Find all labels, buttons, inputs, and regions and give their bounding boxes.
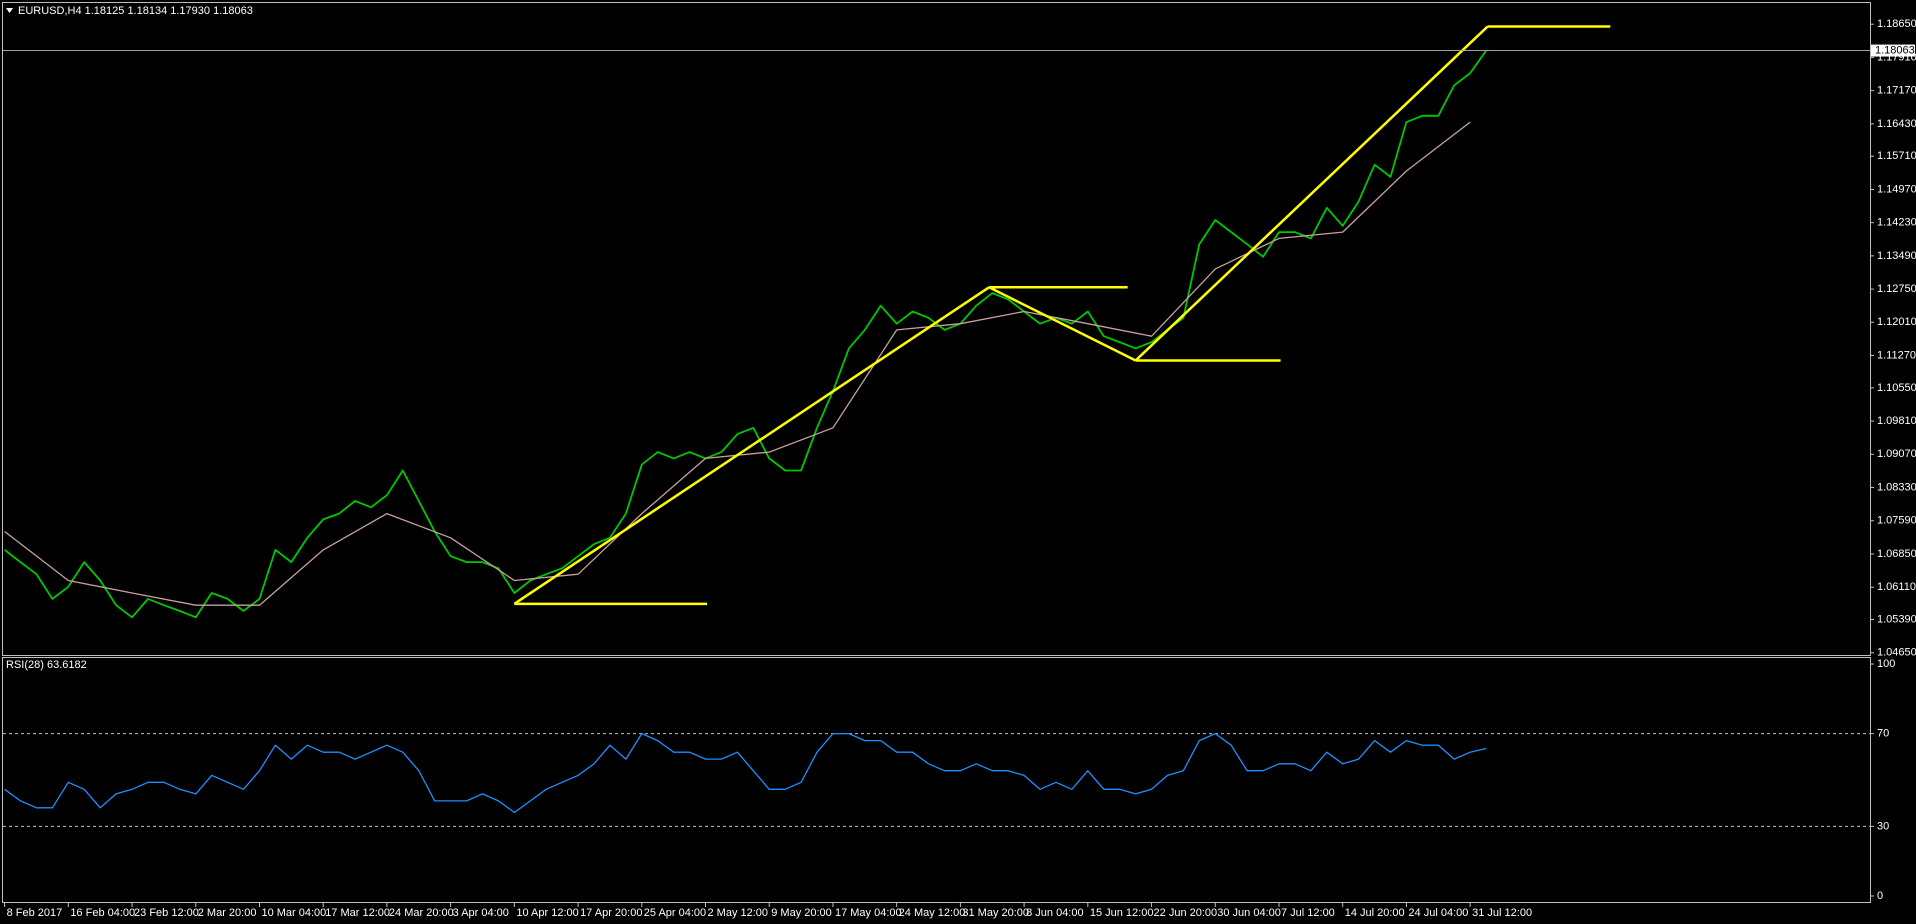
- x-tick-label: 31 Jul 12:00: [1472, 907, 1532, 919]
- y-tick-label: 1.12750: [1877, 283, 1916, 295]
- trend-line: [1134, 25, 1489, 362]
- panel-title: RSI(28) 63.6182: [6, 659, 87, 671]
- y-tick-label: 1.14970: [1877, 183, 1916, 195]
- y-tick-label: 1.18650: [1877, 18, 1916, 30]
- x-tick-label: 7 Jul 12:00: [1281, 907, 1335, 919]
- y-tick-label: 1.14230: [1877, 217, 1916, 229]
- last-price-box: [1871, 44, 1915, 57]
- x-tick-label: 2 Mar 20:00: [198, 907, 257, 919]
- series-line: [4, 732, 1487, 814]
- x-tick-label: 16 Feb 04:00: [70, 907, 135, 919]
- y-tick-label: 1.08330: [1877, 481, 1916, 493]
- y-tick-label: 1.09070: [1877, 448, 1916, 460]
- menu-triangle[interactable]: [6, 8, 13, 13]
- y-tick-label: 1.16430: [1877, 118, 1916, 130]
- x-tick-label: 25 Apr 04:00: [644, 907, 706, 919]
- x-tick-label: 17 Apr 20:00: [580, 907, 642, 919]
- x-tick-label: 10 Mar 04:00: [261, 907, 326, 919]
- x-tick-label: 8 Jun 04:00: [1026, 907, 1084, 919]
- x-tick-label: 30 Jun 04:00: [1217, 907, 1281, 919]
- x-tick-label: 24 Mar 20:00: [389, 907, 454, 919]
- y-tick-label: 1.09810: [1877, 415, 1916, 427]
- y-tick-label: 30: [1877, 820, 1889, 832]
- x-tick-label: 24 May 12:00: [899, 907, 966, 919]
- x-tick-label: 31 May 20:00: [962, 907, 1029, 919]
- y-tick-label: 1.05390: [1877, 613, 1916, 625]
- y-tick-label: 1.06110: [1877, 581, 1916, 593]
- x-tick-label: 2 May 12:00: [708, 907, 769, 919]
- panel-title: EURUSD,H4 1.18125 1.18134 1.17930 1.1806…: [18, 5, 253, 17]
- last-price-label: 1.18063: [1875, 44, 1915, 56]
- x-tick-label: 15 Jun 12:00: [1090, 907, 1154, 919]
- x-tick-label: 3 Apr 04:00: [453, 907, 509, 919]
- y-tick-label: 1.07590: [1877, 515, 1916, 527]
- y-tick-label: 70: [1877, 728, 1889, 740]
- y-tick-label: 100: [1877, 658, 1895, 670]
- x-tick-label: 10 Apr 12:00: [516, 907, 578, 919]
- x-tick-label: 17 May 04:00: [835, 907, 902, 919]
- x-tick-label: 24 Jul 04:00: [1408, 907, 1468, 919]
- y-tick-label: 1.17170: [1877, 85, 1916, 97]
- y-tick-label: 1.06850: [1877, 548, 1916, 560]
- trend-line: [513, 286, 990, 605]
- y-tick-label: 0: [1877, 890, 1883, 902]
- x-tick-label: 17 Mar 12:00: [325, 907, 390, 919]
- y-tick-label: 1.13490: [1877, 250, 1916, 262]
- x-tick-label: 22 Jun 20:00: [1154, 907, 1218, 919]
- y-tick-label: 1.04650: [1877, 647, 1916, 659]
- price-panel-frame: [2, 2, 1871, 656]
- x-tick-label: 9 May 20:00: [771, 907, 832, 919]
- y-tick-label: 1.12010: [1877, 316, 1916, 328]
- y-tick-label: 1.11270: [1877, 349, 1916, 361]
- x-tick-label: 8 Feb 2017: [7, 907, 63, 919]
- y-tick-label: 1.10550: [1877, 382, 1916, 394]
- rsi-panel-frame: [2, 657, 1871, 903]
- x-tick-label: 23 Feb 12:00: [134, 907, 199, 919]
- trend-line: [988, 286, 1137, 362]
- x-tick-label: 14 Jul 20:00: [1345, 907, 1405, 919]
- y-tick-label: 1.15710: [1877, 150, 1916, 162]
